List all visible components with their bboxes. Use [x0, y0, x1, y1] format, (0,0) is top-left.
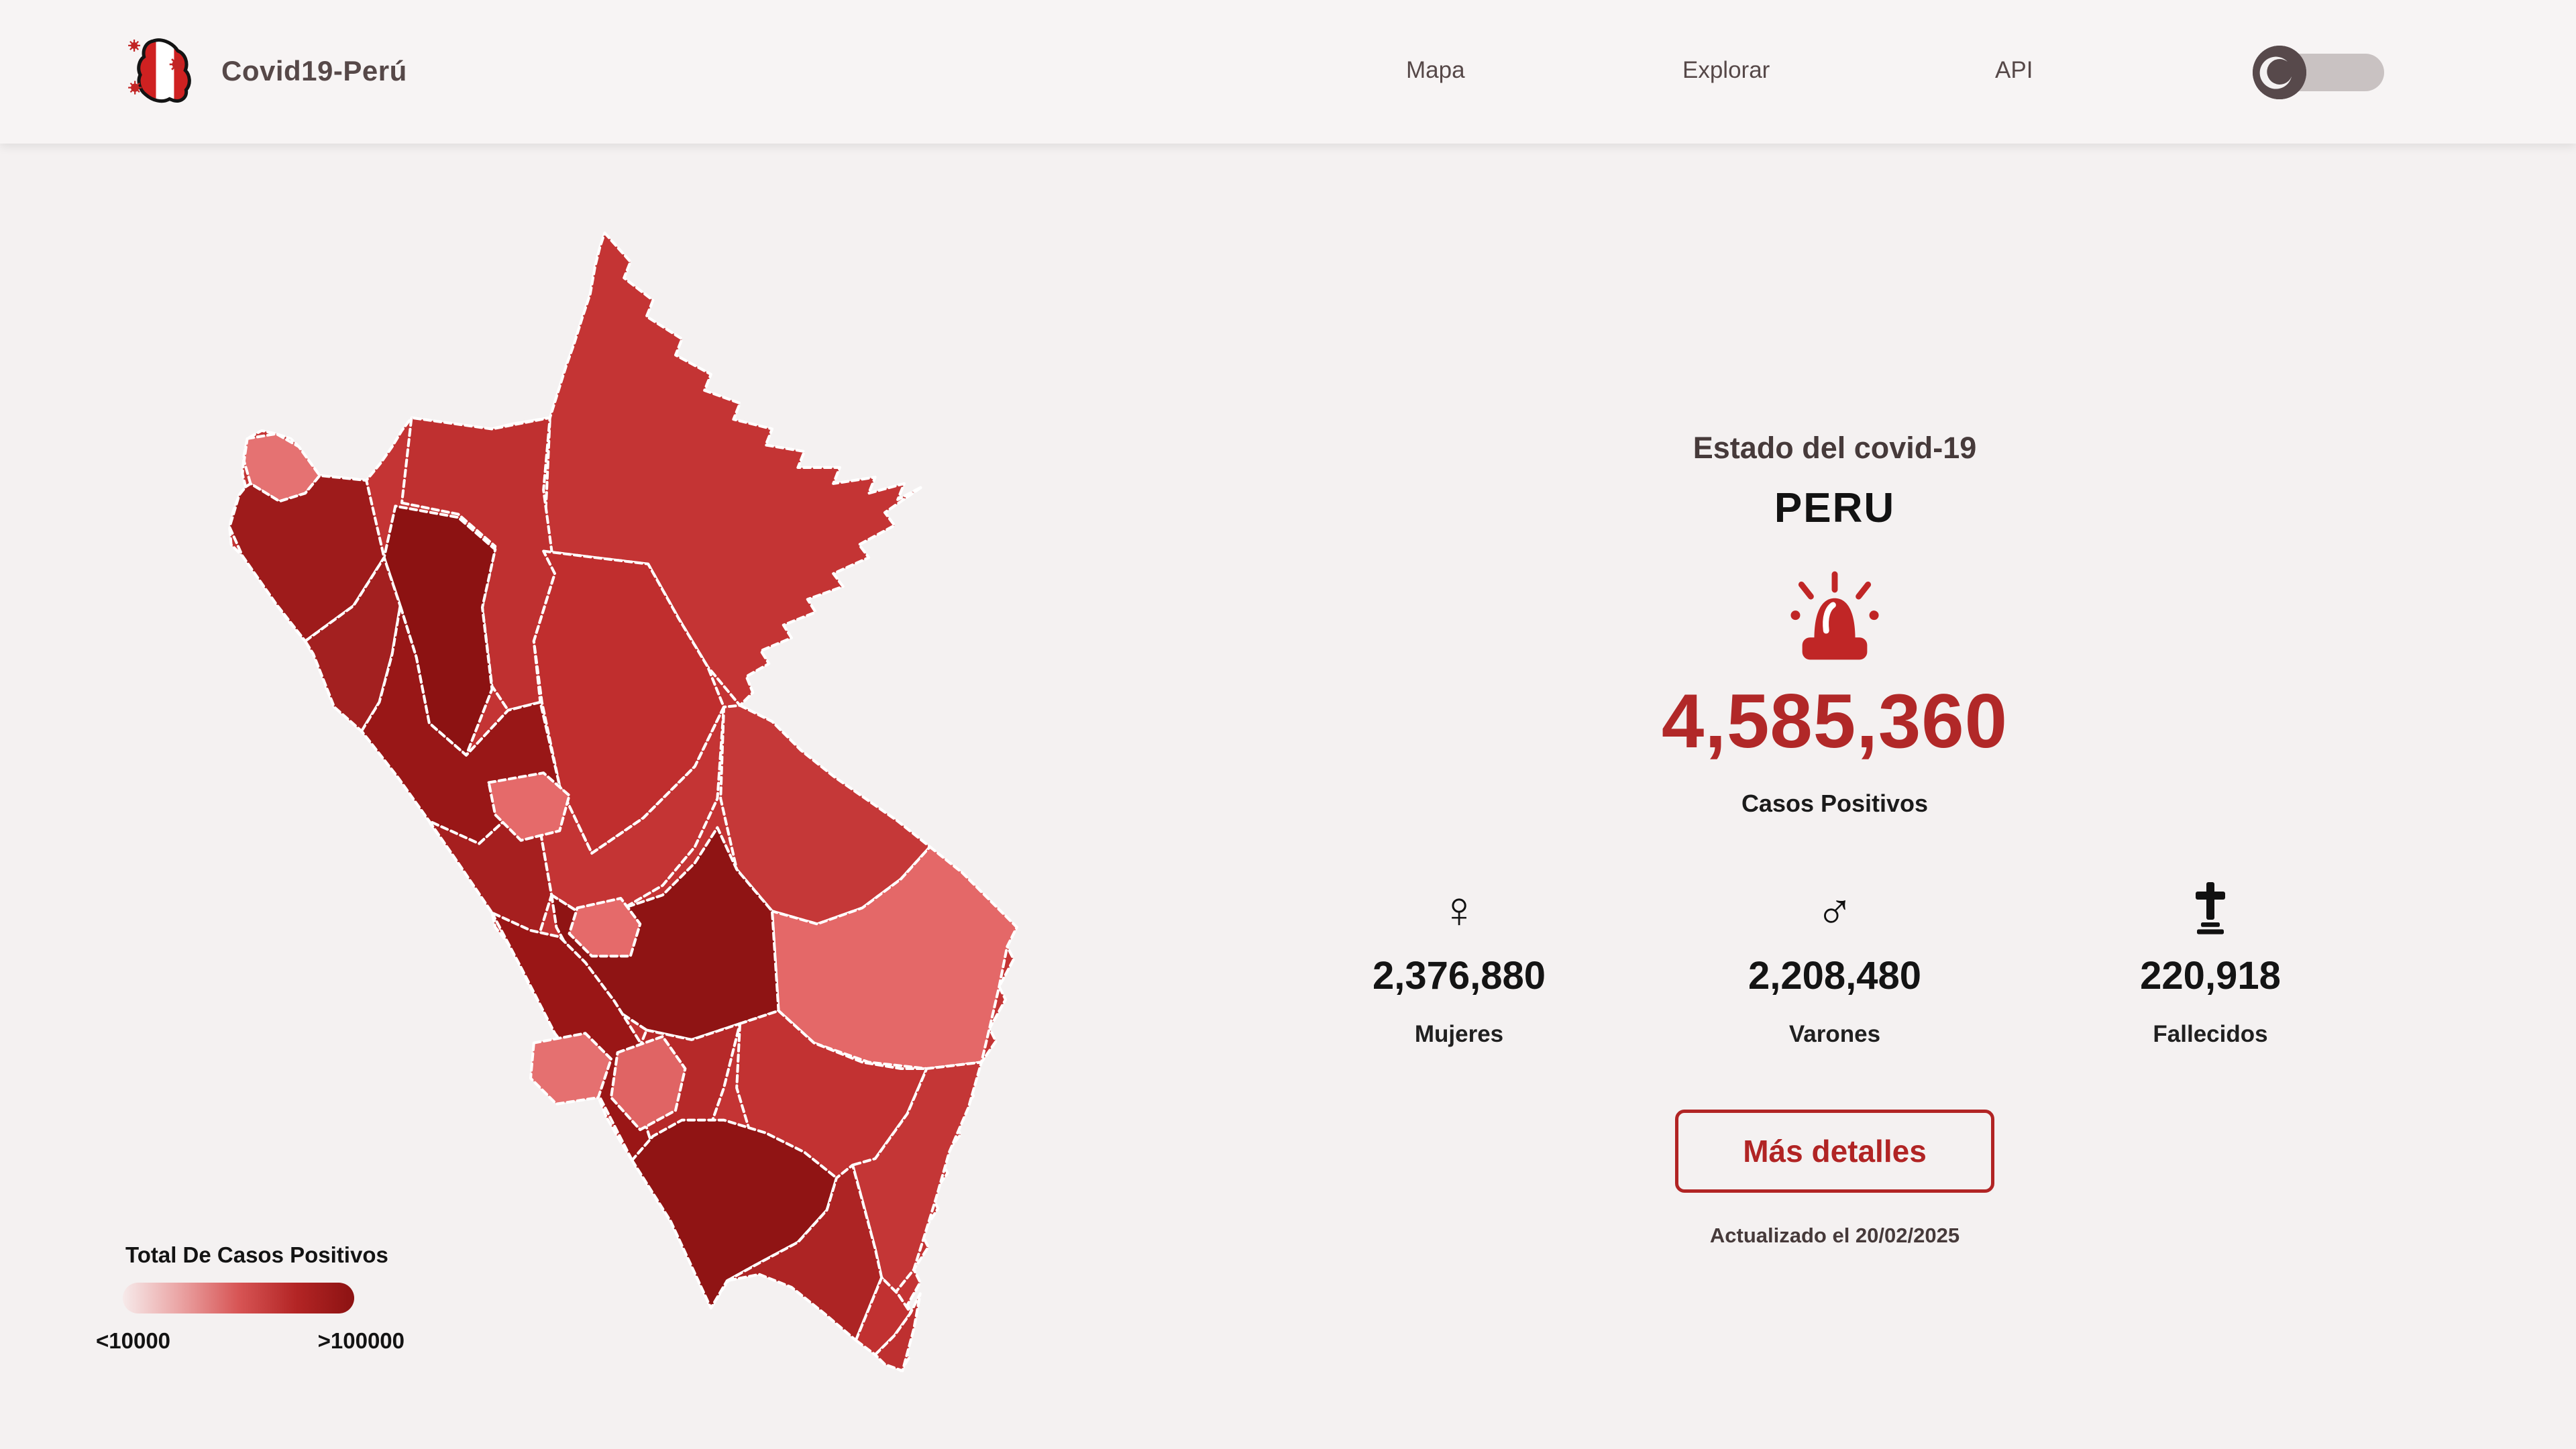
map-region-huancavelica[interactable] — [529, 1032, 613, 1106]
map-region-huanuco-west[interactable] — [487, 771, 571, 842]
stat-mujeres: ♀ 2,376,880 Mujeres — [1348, 877, 1570, 1048]
grave-cross-icon — [2196, 882, 2225, 934]
stat-varones-label: Varones — [1788, 1021, 1881, 1047]
map-legend: Total De Casos Positivos <10000 >100000 — [96, 1242, 445, 1354]
panel-subtitle: Estado del covid-19 — [1693, 431, 1977, 465]
legend-min-label: <10000 — [96, 1328, 171, 1353]
legend-title: Total De Casos Positivos — [125, 1242, 388, 1267]
peru-flag-logo-icon — [128, 38, 191, 103]
more-details-button[interactable]: Más detalles — [1675, 1110, 1994, 1193]
last-updated-text: Actualizado el 20/02/2025 — [1709, 1224, 1960, 1247]
peru-choropleth-map — [225, 220, 1030, 1377]
total-cases-label: Casos Positivos — [1741, 790, 1929, 817]
map-region-arequipa[interactable] — [725, 1163, 883, 1342]
stat-varones-value: 2,208,480 — [1748, 954, 1922, 998]
male-sign-icon: ♂ — [1815, 881, 1854, 938]
map-region-pasco[interactable] — [568, 897, 642, 958]
map-region-apurimac[interactable] — [609, 1035, 687, 1132]
stat-mujeres-value: 2,376,880 — [1372, 954, 1546, 998]
moon-icon — [2253, 46, 2306, 99]
nav-item-explorar[interactable]: Explorar — [1682, 57, 1770, 83]
stat-fallecidos-value: 220,918 — [2140, 954, 2281, 998]
nav-item-mapa[interactable]: Mapa — [1406, 57, 1465, 83]
stats-row: ♀ 2,376,880 Mujeres ♂ 2,208,480 Varones — [1342, 877, 2328, 1048]
dark-mode-toggle[interactable] — [2253, 46, 2384, 99]
status-panel: Estado del covid-19 PERU 4,585,360 Casos… — [1342, 431, 2328, 1248]
brand-title: Covid19-Perú — [221, 55, 407, 87]
stat-fallecidos-label: Fallecidos — [2153, 1021, 2268, 1047]
stat-varones: ♂ 2,208,480 Varones — [1724, 877, 1945, 1048]
siren-icon — [1342, 571, 2328, 668]
legend-gradient-bar — [123, 1283, 354, 1313]
legend-max-label: >100000 — [317, 1328, 405, 1353]
total-cases-value: 4,585,360 — [1661, 679, 2008, 764]
stat-fallecidos: 220,918 Fallecidos — [2100, 877, 2321, 1048]
female-sign-icon: ♀ — [1440, 881, 1479, 938]
panel-country: PERU — [1774, 485, 1896, 531]
stat-mujeres-label: Mujeres — [1414, 1021, 1504, 1047]
header: Covid19-Perú Mapa Explorar API — [0, 0, 2576, 144]
virus-dots — [128, 39, 185, 95]
map-region-tacna[interactable] — [873, 1292, 922, 1373]
brand[interactable]: Covid19-Perú — [127, 34, 407, 109]
nav-item-api[interactable]: API — [1995, 57, 2033, 83]
